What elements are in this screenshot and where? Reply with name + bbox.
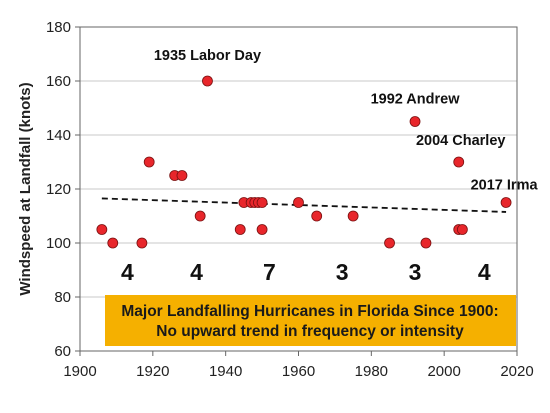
data-point bbox=[136, 237, 148, 249]
annotation-label: 2017 Irma bbox=[471, 178, 539, 194]
decade-count-label: 7 bbox=[263, 259, 276, 285]
x-tick-label: 1900 bbox=[63, 363, 96, 380]
data-point bbox=[453, 156, 465, 168]
caption-box: Major Landfalling Hurricanes in Florida … bbox=[105, 295, 516, 346]
x-axis-ticks: 1900 1920 1940 1960 1980 2000 2020 bbox=[63, 351, 534, 380]
y-tick-label: 120 bbox=[46, 181, 71, 198]
annotation-label: 2004 Charley bbox=[416, 133, 505, 149]
data-point bbox=[347, 210, 359, 222]
x-tick-label: 2000 bbox=[427, 363, 460, 380]
data-point bbox=[384, 237, 395, 249]
trend-line bbox=[101, 197, 507, 213]
data-point bbox=[311, 210, 323, 222]
data-point bbox=[456, 224, 468, 235]
decade-counts: 4 4 7 3 3 4 bbox=[121, 259, 491, 285]
decade-count-label: 3 bbox=[409, 259, 422, 285]
y-tick-label: 180 bbox=[46, 19, 71, 36]
x-tick-label: 1920 bbox=[136, 363, 169, 380]
annotations: 1935 Labor Day 1992 Andrew 2004 Charley 201… bbox=[154, 48, 539, 194]
x-tick-label: 2020 bbox=[500, 363, 533, 380]
data-point bbox=[420, 237, 432, 249]
y-tick-label: 160 bbox=[46, 73, 71, 90]
caption-line: Major Landfalling Hurricanes in Florida … bbox=[121, 303, 498, 320]
y-axis-label: Windspeed at Landfall (knots) bbox=[17, 82, 34, 295]
annotation-label: 1935 Labor Day bbox=[154, 48, 261, 64]
caption-line: No upward trend in frequency or intensit… bbox=[156, 323, 464, 340]
y-tick-label: 100 bbox=[46, 235, 71, 252]
data-point bbox=[234, 224, 246, 235]
y-tick-label: 80 bbox=[54, 289, 71, 306]
data-point bbox=[500, 197, 512, 208]
decade-count-label: 3 bbox=[336, 259, 349, 285]
data-point bbox=[202, 75, 213, 87]
y-tick-label: 60 bbox=[54, 343, 71, 360]
decade-count-label: 4 bbox=[121, 259, 134, 285]
data-point bbox=[409, 116, 421, 127]
data-points bbox=[96, 75, 512, 249]
data-point bbox=[107, 237, 119, 249]
annotation-label: 1992 Andrew bbox=[371, 92, 461, 108]
data-point bbox=[143, 156, 155, 168]
data-point bbox=[256, 224, 268, 235]
data-point bbox=[176, 170, 188, 181]
x-tick-label: 1980 bbox=[355, 363, 388, 380]
data-point bbox=[96, 224, 108, 235]
data-point bbox=[194, 210, 206, 222]
data-point bbox=[256, 197, 268, 208]
decade-count-label: 4 bbox=[478, 259, 491, 285]
data-point bbox=[293, 197, 304, 208]
y-tick-label: 140 bbox=[46, 127, 71, 144]
x-tick-label: 1940 bbox=[209, 363, 242, 380]
caption-background bbox=[105, 295, 516, 346]
y-axis-ticks: 60 80 100 120 140 160 180 bbox=[46, 19, 80, 360]
x-tick-label: 1960 bbox=[282, 363, 315, 380]
decade-count-label: 4 bbox=[190, 259, 203, 285]
